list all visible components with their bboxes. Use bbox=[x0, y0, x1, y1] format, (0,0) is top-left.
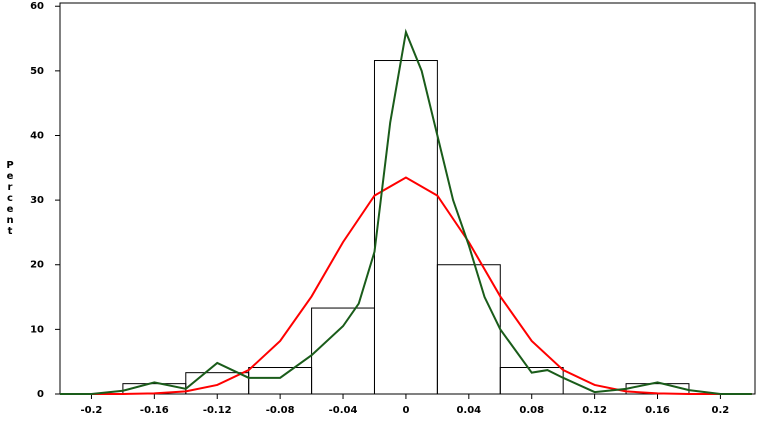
y-tick-label: 20 bbox=[30, 260, 44, 271]
density-curve bbox=[60, 176, 752, 395]
x-tick-label: 0.16 bbox=[645, 405, 670, 416]
histogram-bar bbox=[311, 307, 375, 395]
histogram-bar bbox=[436, 264, 501, 395]
x-tick-label: -0.16 bbox=[140, 405, 169, 416]
x-tick-label: -0.12 bbox=[203, 405, 232, 416]
density-curve bbox=[60, 28, 752, 395]
y-tick-label: 10 bbox=[30, 324, 44, 335]
y-tick-label: 0 bbox=[37, 389, 44, 400]
x-tick-label: 0.12 bbox=[582, 405, 607, 416]
y-tick-label: 60 bbox=[30, 1, 44, 12]
x-tick-label: 0.2 bbox=[712, 405, 730, 416]
histogram-bar bbox=[248, 367, 313, 395]
histogram-bar bbox=[373, 60, 438, 395]
histogram-bar bbox=[185, 372, 250, 395]
y-tick-label: 50 bbox=[30, 66, 44, 77]
x-tick-label: -0.08 bbox=[266, 405, 295, 416]
x-tick-label: -0.04 bbox=[329, 405, 358, 416]
plot-frame bbox=[59, 2, 756, 395]
x-tick-label: 0.08 bbox=[519, 405, 544, 416]
x-tick-label: 0 bbox=[402, 405, 409, 416]
histogram-bar bbox=[499, 367, 564, 395]
y-tick-label: 30 bbox=[30, 195, 44, 206]
x-tick-label: 0.04 bbox=[456, 405, 481, 416]
y-tick-label: 40 bbox=[30, 130, 44, 141]
x-tick-label: -0.2 bbox=[81, 405, 103, 416]
